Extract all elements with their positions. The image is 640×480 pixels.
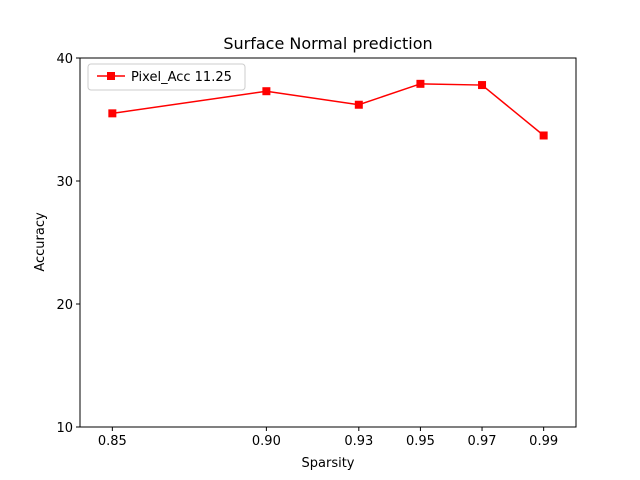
y-tick-label: 20 xyxy=(56,298,73,313)
series-line xyxy=(112,83,545,137)
x-tick-label: 0.85 xyxy=(98,434,127,449)
data-point-marker xyxy=(354,100,363,109)
y-tick-label: 10 xyxy=(56,421,73,436)
x-tick-label: 0.95 xyxy=(406,434,435,449)
x-tick-label: 0.93 xyxy=(344,434,373,449)
legend-marker-swatch xyxy=(107,72,115,80)
legend: Pixel_Acc 11.25 xyxy=(87,63,246,91)
chart-title: Surface Normal prediction xyxy=(223,34,432,53)
legend-label: Pixel_Acc 11.25 xyxy=(131,70,232,85)
x-tick-label: 0.97 xyxy=(468,434,497,449)
y-tick-label: 30 xyxy=(56,175,73,190)
plot-area: 0.85 0.90 0.93 0.95 0.97 0.99 10 20 30 40 xyxy=(56,52,577,449)
data-point-marker xyxy=(108,109,117,118)
data-point-marker xyxy=(416,79,425,88)
data-point-marker xyxy=(539,131,548,140)
y-axis-label: Accuracy xyxy=(33,212,48,272)
data-point-marker xyxy=(262,87,271,96)
y-tick-label: 40 xyxy=(56,52,73,67)
x-tick-label: 0.90 xyxy=(252,434,281,449)
data-point-marker xyxy=(478,81,487,90)
plot-frame xyxy=(79,57,577,428)
legend-box xyxy=(87,63,246,91)
x-axis-label: Sparsity xyxy=(302,456,355,471)
x-tick-label: 0.99 xyxy=(529,434,558,449)
